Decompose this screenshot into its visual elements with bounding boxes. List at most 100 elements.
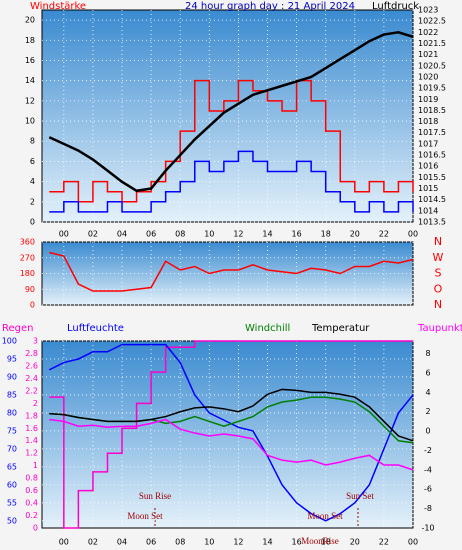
- y2-tick-label: 1017.5: [418, 128, 446, 137]
- x-tick-label: 22: [379, 230, 389, 239]
- y-tick-label: 70: [7, 444, 17, 453]
- y2-tick-label: 1016: [418, 162, 438, 171]
- annotation: Sun Rise: [139, 491, 171, 501]
- y2-tick-label: 8: [425, 349, 430, 358]
- y3-tick-label: 0.4: [25, 499, 38, 508]
- chart-title: 24 hour graph day : 21 April 2024: [185, 1, 355, 12]
- panel-wind: [41, 9, 414, 223]
- y2-tick-label: 2: [425, 407, 430, 416]
- y3-tick-label: 3: [33, 337, 38, 346]
- x-tick-label: 14: [262, 230, 272, 239]
- x-tick-label: 16: [292, 230, 302, 239]
- series-label: Taupunkt: [417, 323, 462, 334]
- y2-tick-label: 1021.5: [418, 39, 446, 48]
- y2-tick-label: 1018.5: [418, 106, 446, 115]
- y2-tick-label: 1020.5: [418, 61, 446, 70]
- y-tick-label: 85: [7, 390, 17, 399]
- annotation: MoonRise: [301, 536, 339, 546]
- series-label: Temperatur: [311, 323, 370, 334]
- series-line: [49, 388, 414, 442]
- y2-tick-label: 1013.5: [418, 218, 446, 227]
- x-tick-label: 00: [408, 230, 418, 239]
- y2-tick-label: 1021: [418, 50, 438, 59]
- y-tick-label: 12: [25, 96, 35, 105]
- y2-tick-label: 1015.5: [418, 173, 446, 182]
- x-tick-label: 12: [233, 538, 243, 547]
- y-tick-label: 360: [20, 238, 35, 247]
- y3-tick-label: 0.6: [25, 486, 38, 495]
- y-tick-label: 90: [25, 285, 35, 294]
- x-tick-label: 20: [350, 538, 360, 547]
- y3-tick-label: 1.8: [25, 411, 38, 420]
- y2-tick-label: 1017: [418, 139, 438, 148]
- y3-tick-label: 2.2: [25, 386, 38, 395]
- y3-tick-label: 2: [33, 399, 38, 408]
- y-tick-label: 16: [25, 56, 35, 65]
- x-tick-label: 02: [88, 538, 98, 547]
- y2-tick-label: N: [434, 298, 442, 311]
- x-tick-label: 02: [88, 230, 98, 239]
- series-line: [49, 79, 414, 203]
- y2-tick-label: 1020: [418, 72, 438, 81]
- x-tick-label: 08: [175, 230, 185, 239]
- x-tick-label: 00: [408, 538, 418, 547]
- y2-tick-label: -4: [424, 465, 432, 474]
- y2-tick-label: 0: [425, 427, 430, 436]
- y2-tick-label: -8: [424, 504, 432, 513]
- y3-tick-label: 0: [33, 524, 38, 533]
- y-tick-label: 4: [30, 177, 35, 186]
- y-tick-label: 180: [20, 269, 35, 278]
- x-tick-label: 16: [292, 538, 302, 547]
- x-tick-label: 04: [117, 230, 127, 239]
- y2-tick-label: 6: [425, 368, 430, 377]
- annotation: Moon Set: [307, 511, 343, 521]
- y2-tick-label: 1016.5: [418, 151, 446, 160]
- y2-tick-label: 1014.5: [418, 195, 446, 204]
- y2-tick-label: 1023: [418, 6, 438, 15]
- y-tick-label: 100: [2, 337, 17, 346]
- y2-tick-label: 4: [425, 388, 430, 397]
- y-tick-label: 50: [7, 516, 17, 525]
- x-tick-label: 14: [262, 538, 272, 547]
- y-tick-label: 8: [30, 137, 35, 146]
- series-line: [49, 418, 414, 471]
- y-tick-label: 18: [25, 36, 35, 45]
- pressure-label: Luftdruck: [372, 1, 419, 12]
- y3-tick-label: 2.8: [25, 349, 38, 358]
- y3-tick-label: 1: [33, 461, 38, 470]
- y-tick-label: 0: [30, 218, 35, 227]
- y2-tick-label: 1019.5: [418, 84, 446, 93]
- y-tick-label: 55: [7, 498, 17, 507]
- y2-tick-label: 1022.5: [418, 17, 446, 26]
- y-tick-label: 270: [20, 253, 35, 262]
- annotation: Sun Set: [346, 491, 374, 501]
- series-label: Windchill: [245, 323, 290, 334]
- y2-tick-label: S: [435, 267, 442, 280]
- panel-direction: [41, 241, 414, 306]
- x-tick-label: 04: [117, 538, 127, 547]
- y-tick-label: 60: [7, 480, 17, 489]
- y2-tick-label: -6: [424, 485, 432, 494]
- y-tick-label: 14: [25, 76, 35, 85]
- series-label: Luftfeuchte: [67, 323, 124, 334]
- y2-tick-label: 1014: [418, 206, 438, 215]
- y2-tick-label: 1018: [418, 117, 438, 126]
- series-label: Regen: [2, 323, 34, 334]
- y3-tick-label: 1.4: [25, 436, 38, 445]
- y3-tick-label: 2.6: [25, 361, 38, 370]
- x-tick-label: 06: [146, 538, 156, 547]
- y2-tick-label: -10: [421, 524, 434, 533]
- x-tick-label: 12: [233, 230, 243, 239]
- x-tick-label: 06: [146, 230, 156, 239]
- x-tick-label: 20: [350, 230, 360, 239]
- series-line: [49, 340, 413, 529]
- wind-label: Windstärke: [30, 1, 86, 12]
- y2-tick-label: -2: [424, 446, 432, 455]
- y3-tick-label: 0.2: [25, 511, 38, 520]
- x-tick-label: 18: [321, 230, 331, 239]
- y2-tick-label: 1015: [418, 184, 438, 193]
- y3-tick-label: 0.8: [25, 474, 38, 483]
- x-tick-label: 18: [321, 538, 331, 547]
- y-tick-label: 20: [25, 16, 35, 25]
